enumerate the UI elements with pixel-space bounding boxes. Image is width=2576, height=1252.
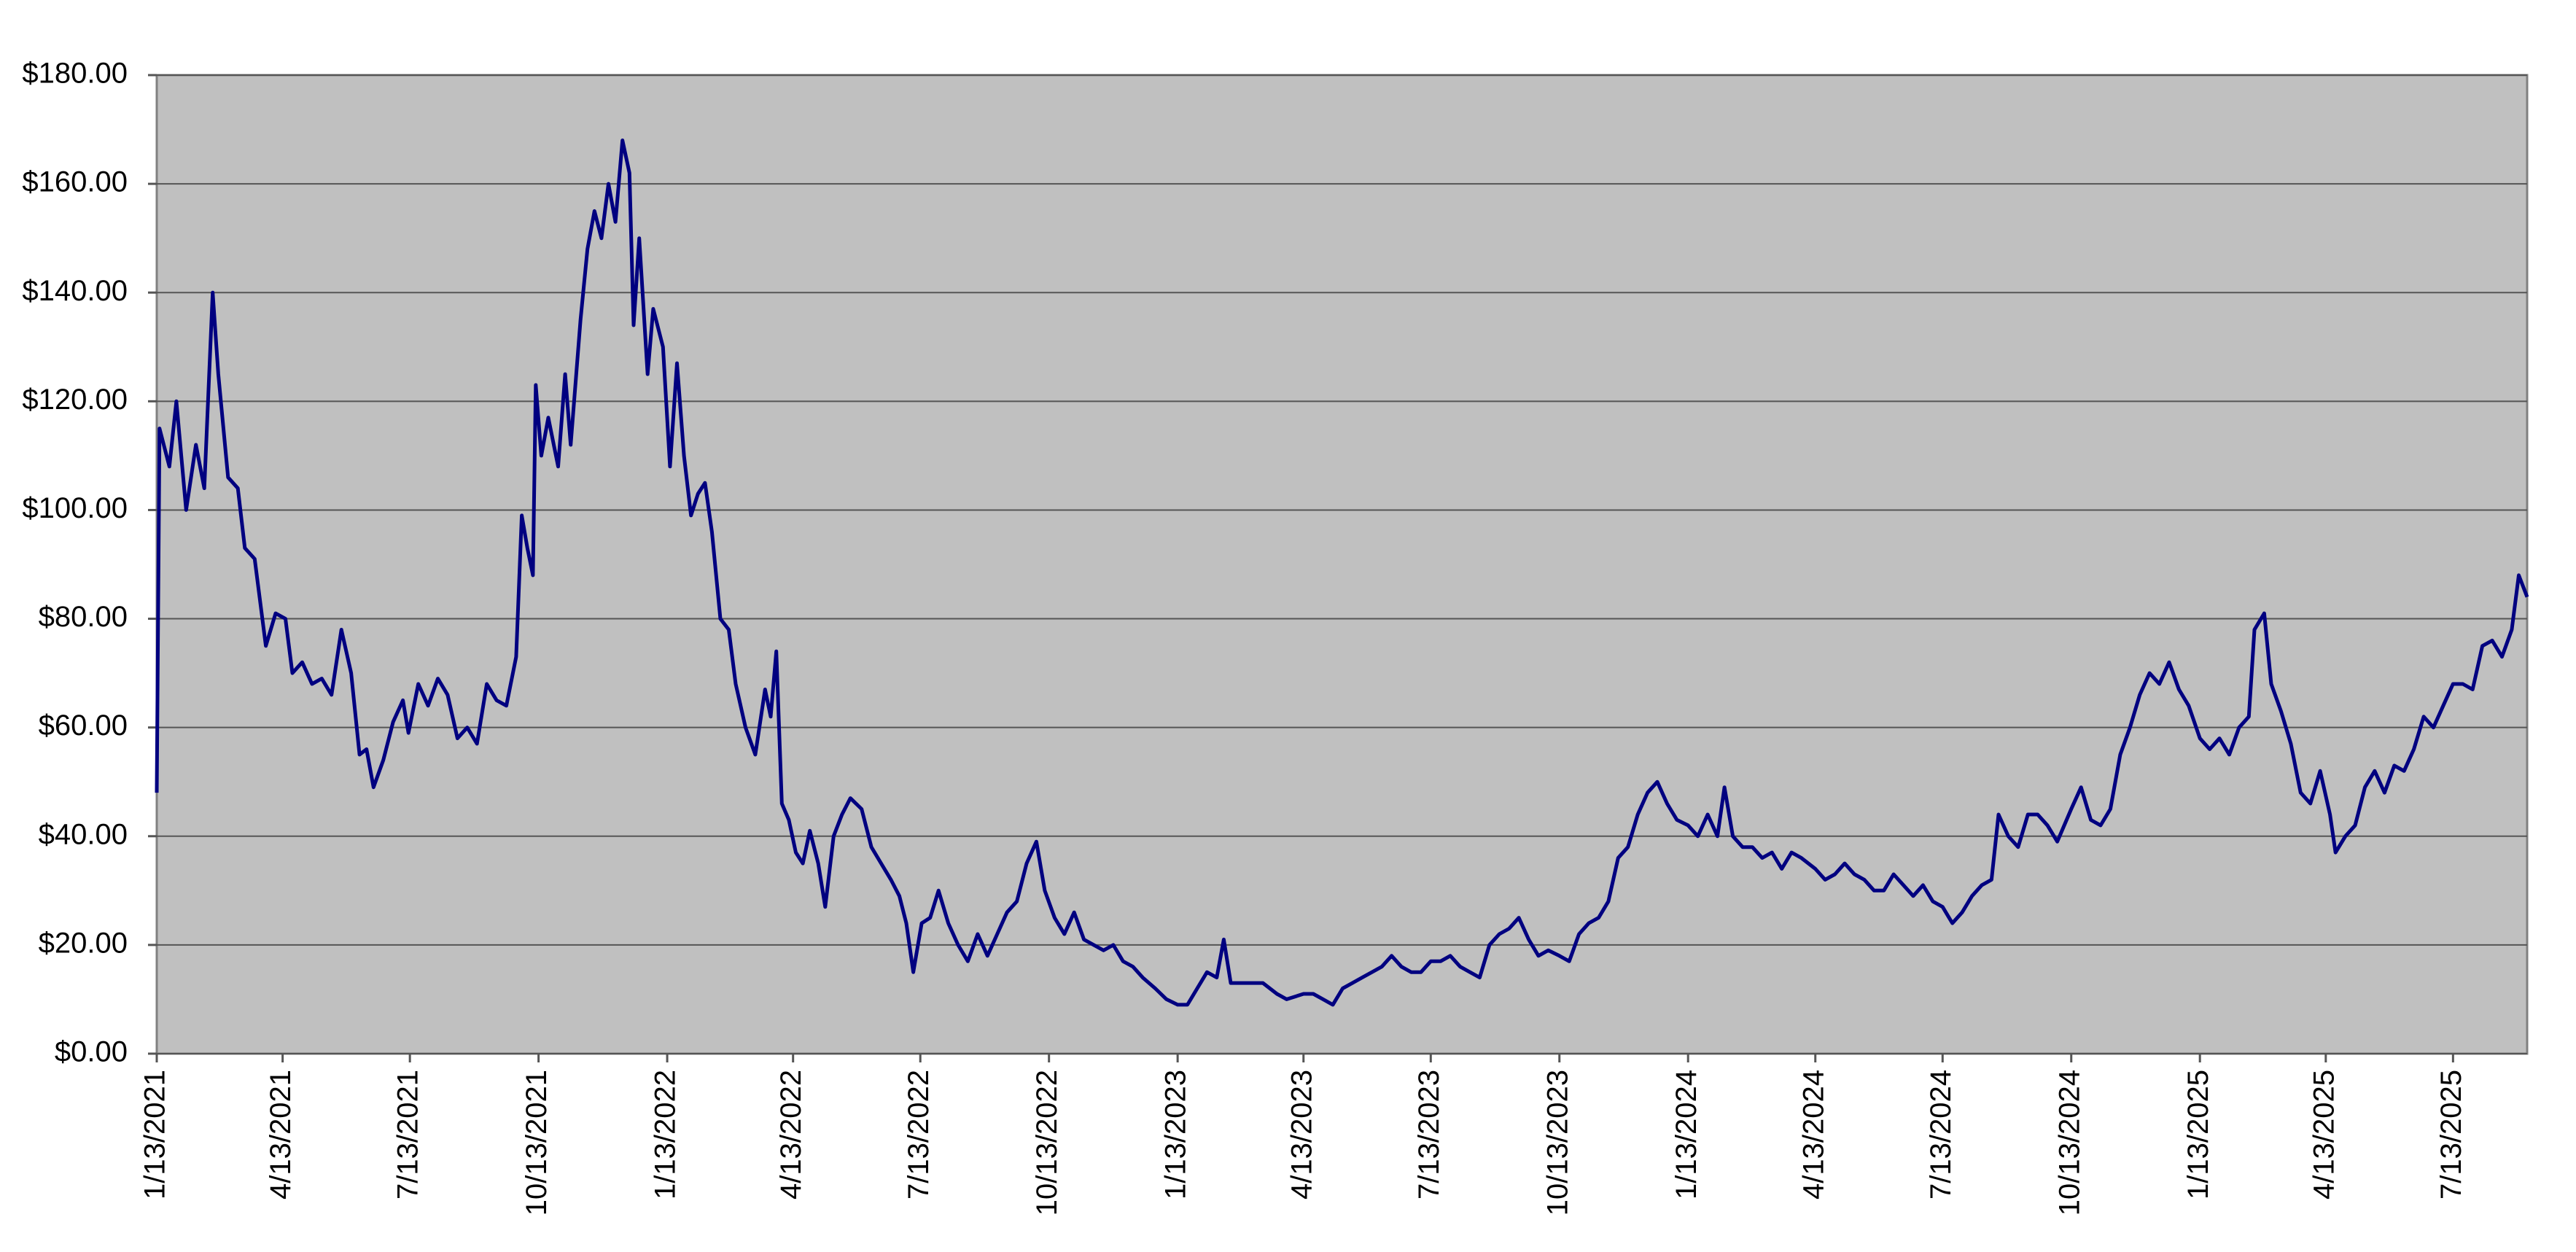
- y-tick-label: $0.00: [55, 1036, 128, 1068]
- y-tick-label: $80.00: [39, 601, 128, 633]
- x-tick-label: 7/13/2021: [392, 1070, 424, 1199]
- plot-area: [155, 74, 2529, 1055]
- x-tick-label: 10/13/2022: [1031, 1070, 1063, 1216]
- y-tick-label: $180.00: [22, 58, 128, 90]
- x-tick-label: 1/13/2022: [650, 1070, 682, 1199]
- y-tick-label: $160.00: [22, 166, 128, 198]
- x-tick-label: 4/13/2022: [775, 1070, 807, 1199]
- x-tick-label: 1/13/2023: [1160, 1070, 1192, 1199]
- y-tick-label: $100.00: [22, 492, 128, 524]
- x-tick-label: 1/13/2025: [2182, 1070, 2214, 1199]
- x-tick-label: 7/13/2025: [2435, 1070, 2467, 1199]
- y-tick-label: $40.00: [39, 818, 128, 850]
- x-tick-label: 1/13/2021: [139, 1070, 171, 1199]
- x-tick-label: 7/13/2024: [1925, 1070, 1957, 1199]
- x-tick-label: 7/13/2022: [903, 1070, 935, 1199]
- x-tick-label: 4/13/2025: [2308, 1070, 2340, 1199]
- y-tick-label: $20.00: [39, 927, 128, 959]
- x-tick-label: 7/13/2023: [1413, 1070, 1445, 1199]
- x-tick-label: 10/13/2023: [1541, 1070, 1573, 1216]
- x-tick-label: 1/13/2024: [1670, 1070, 1703, 1199]
- x-tick-label: 4/13/2023: [1285, 1070, 1318, 1199]
- x-tick-label: 10/13/2021: [521, 1070, 553, 1216]
- price-line: [155, 139, 2529, 1007]
- x-tick-label: 4/13/2024: [1797, 1070, 1829, 1199]
- x-tick-label: 4/13/2021: [265, 1070, 297, 1199]
- x-tick-label: 10/13/2024: [2053, 1070, 2085, 1216]
- y-tick-label: $60.00: [39, 709, 128, 742]
- y-tick-label: $120.00: [22, 384, 128, 416]
- y-tick-label: $140.00: [22, 275, 128, 307]
